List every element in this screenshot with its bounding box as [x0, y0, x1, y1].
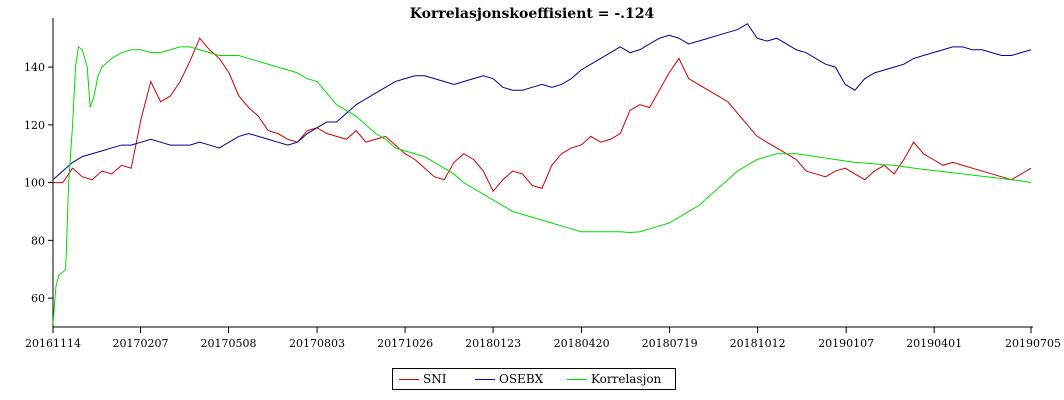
- legend-swatch-sni: [399, 378, 419, 380]
- y-tick-label-60: 60: [31, 292, 45, 305]
- legend-item-korrelasjon: Korrelasjon: [567, 371, 661, 387]
- x-tick-label-20180420: 20180420: [554, 337, 610, 350]
- series-line-sni: [53, 37, 1032, 193]
- x-tick-label-20180719: 20180719: [642, 337, 698, 350]
- series-layer: [52, 23, 1032, 325]
- x-tick-label-20180123: 20180123: [465, 337, 521, 350]
- y-tick-label-120: 120: [24, 119, 45, 132]
- legend-item-sni: SNI: [399, 371, 446, 387]
- legend-label-osebx: OSEBX: [499, 372, 544, 386]
- x-tick-label-20161114: 20161114: [25, 337, 81, 350]
- x-tick-label-20190401: 20190401: [906, 337, 962, 350]
- y-tick-label-140: 140: [24, 61, 45, 74]
- legend: SNI OSEBX Korrelasjon: [392, 368, 676, 390]
- legend-label-sni: SNI: [423, 372, 447, 386]
- legend-swatch-korrelasjon: [567, 378, 587, 380]
- x-tick-label-20190705: 20190705: [1005, 337, 1061, 350]
- x-tick-label-20181012: 20181012: [730, 337, 786, 350]
- y-tick-label-100: 100: [24, 177, 45, 190]
- x-tick-label-20170207: 20170207: [113, 337, 169, 350]
- axes: 60 80 100 120 140 20161114 20170207 20170508 201…: [24, 18, 1061, 350]
- y-tick-label-80: 80: [31, 234, 45, 247]
- legend-swatch-osebx: [475, 378, 495, 380]
- series-line-korrelasjon: [52, 45, 1032, 325]
- x-tick-label-20170508: 20170508: [201, 337, 257, 350]
- x-tick-label-20190107: 20190107: [818, 337, 874, 350]
- legend-label-korrelasjon: Korrelasjon: [591, 372, 662, 386]
- chart-title: Korrelasjonskoeffisient = -.124: [409, 6, 655, 22]
- legend-item-osebx: OSEBX: [475, 371, 543, 387]
- series-line-osebx: [52, 23, 1032, 181]
- x-tick-label-20171026: 20171026: [377, 337, 433, 350]
- x-tick-label-20170803: 20170803: [289, 337, 345, 350]
